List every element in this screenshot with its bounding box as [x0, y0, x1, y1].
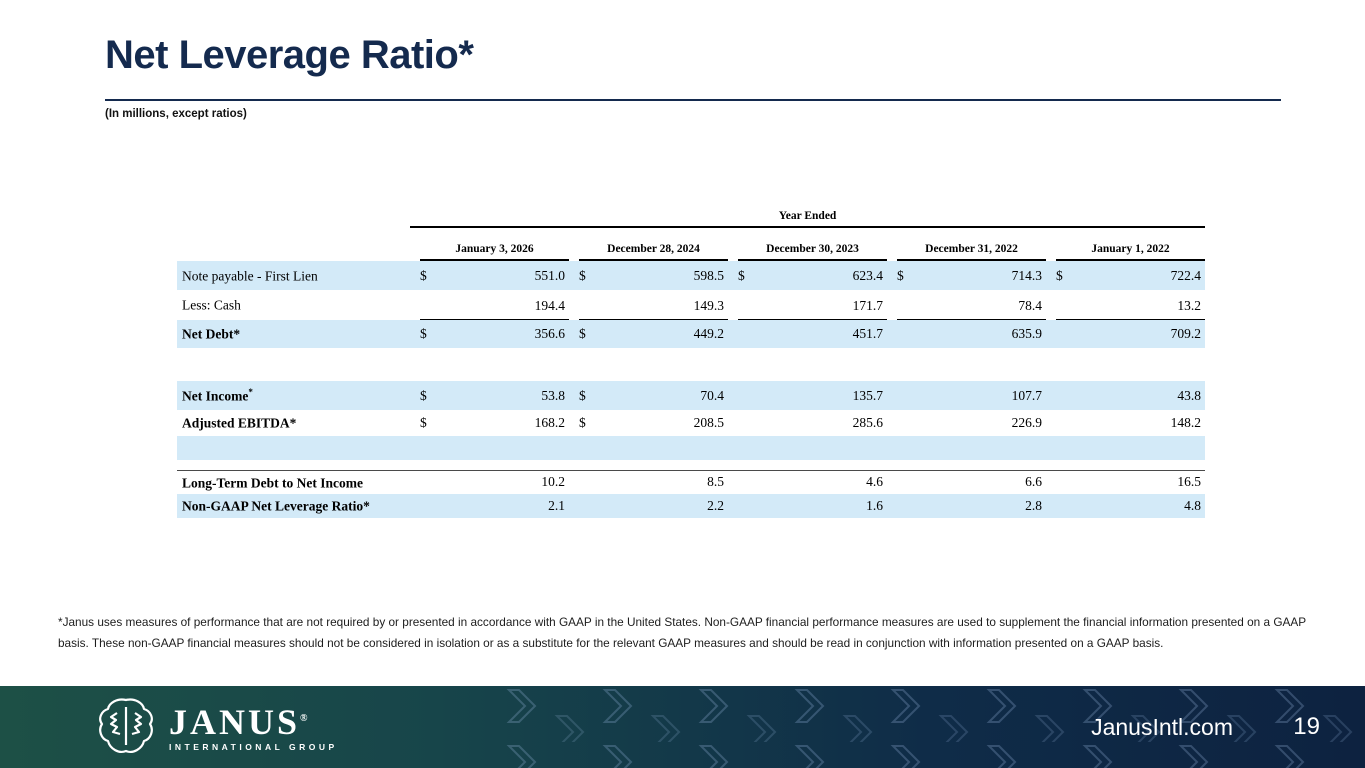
row-label: Non-GAAP Net Leverage Ratio*	[177, 494, 410, 518]
table-cell: 149.3	[569, 290, 728, 320]
column-header: January 1, 2022	[1046, 227, 1206, 261]
chevron-pattern-icon	[505, 686, 1365, 768]
table-cell: $623.4	[728, 261, 887, 290]
row-label: Note payable - First Lien	[177, 261, 410, 290]
table-row: Net Income* $53.8 $70.4 135.7 107.7 43.8	[177, 381, 1206, 410]
table-row: Less: Cash 194.4 149.3 171.7 78.4 13.2	[177, 290, 1206, 320]
table-row: Note payable - First Lien $551.0 $598.5 …	[177, 261, 1206, 290]
table-cell: $168.2	[420, 415, 565, 430]
table-cell: 194.4	[410, 290, 569, 320]
slide-footer: JANUS® INTERNATIONAL GROUP JanusIntl.com…	[0, 686, 1365, 768]
units-note: (In millions, except ratios)	[105, 108, 247, 120]
janus-wordmark: JANUS® INTERNATIONAL GROUP	[169, 701, 338, 752]
janus-face-icon	[99, 698, 153, 753]
page-title: Net Leverage Ratio*	[105, 33, 474, 77]
divider-row	[177, 460, 1206, 471]
table-cell: 4.8	[1046, 494, 1206, 518]
table-cell: $356.6	[410, 320, 569, 348]
table-cell: 635.9	[887, 320, 1046, 348]
table-cell: $53.8	[410, 381, 569, 410]
table-cell: 13.2	[1046, 290, 1206, 320]
table-cell: 1.6	[728, 494, 887, 518]
column-header: December 28, 2024	[569, 227, 728, 261]
row-label: Long-Term Debt to Net Income	[182, 475, 363, 490]
table-cell: 171.7	[728, 290, 887, 320]
table-cell: 2.8	[887, 494, 1046, 518]
table-span-header-row: Year Ended	[177, 203, 1206, 228]
year-ended-header: Year Ended	[410, 203, 1206, 228]
table-cell: 226.9	[1011, 415, 1042, 430]
spacer-row	[177, 348, 1205, 381]
row-label: Net Income*	[177, 381, 410, 410]
table-cell: 2.1	[410, 494, 569, 518]
page-number: 19	[1293, 713, 1320, 740]
table-cell: 148.2	[1170, 415, 1202, 430]
website-link[interactable]: JanusIntl.com	[1091, 714, 1233, 740]
row-label: Net Debt*	[177, 320, 410, 348]
table-cell: 78.4	[887, 290, 1046, 320]
blank-shaded-row	[177, 436, 1206, 460]
empty-cell	[177, 203, 410, 227]
empty-cell	[177, 227, 410, 261]
table-cell: $551.0	[410, 261, 569, 290]
table-cell: 2.2	[569, 494, 728, 518]
table-cell: $70.4	[569, 381, 728, 410]
janus-logo: JANUS® INTERNATIONAL GROUP	[95, 697, 338, 755]
table-cell: 135.7	[728, 381, 887, 410]
row-label: Less: Cash	[182, 297, 241, 312]
table-cell: $714.3	[887, 261, 1046, 290]
table-cell: $598.5	[569, 261, 728, 290]
table-cell: 10.2	[541, 474, 565, 490]
table-cell: 451.7	[728, 320, 887, 348]
table-column-header-row: January 3, 2026 December 28, 2024 Decemb…	[177, 227, 1206, 261]
table-row: Adjusted EBITDA* $168.2 $208.5 285.6 226…	[177, 410, 1205, 436]
table-cell: 16.5	[1177, 474, 1202, 490]
column-header: December 30, 2023	[728, 227, 887, 261]
table-cell: $722.4	[1046, 261, 1206, 290]
table-row: Non-GAAP Net Leverage Ratio* 2.1 2.2 1.6…	[177, 494, 1206, 518]
row-label: Adjusted EBITDA*	[182, 415, 297, 431]
table-cell: $208.5	[579, 415, 724, 430]
table-cell: 6.6	[1025, 474, 1042, 490]
table-cell: 285.6	[852, 415, 883, 430]
table-cell: 107.7	[887, 381, 1046, 410]
table-cell: $449.2	[569, 320, 728, 348]
table-cell: 43.8	[1046, 381, 1206, 410]
column-header: January 3, 2026	[410, 227, 569, 261]
net-leverage-table: Year Ended January 3, 2026 December 28, …	[177, 203, 1206, 518]
title-divider	[105, 99, 1281, 101]
table-row: Net Debt* $356.6 $449.2 451.7 635.9 709.…	[177, 320, 1206, 348]
table-cell: 8.5	[707, 474, 724, 490]
column-header: December 31, 2022	[887, 227, 1046, 261]
table-cell: 709.2	[1046, 320, 1206, 348]
table-cell: 4.6	[866, 474, 883, 490]
table-row: Long-Term Debt to Net Income 10.2 8.5 4.…	[177, 470, 1205, 494]
gaap-footnote: *Janus uses measures of performance that…	[58, 615, 1306, 650]
